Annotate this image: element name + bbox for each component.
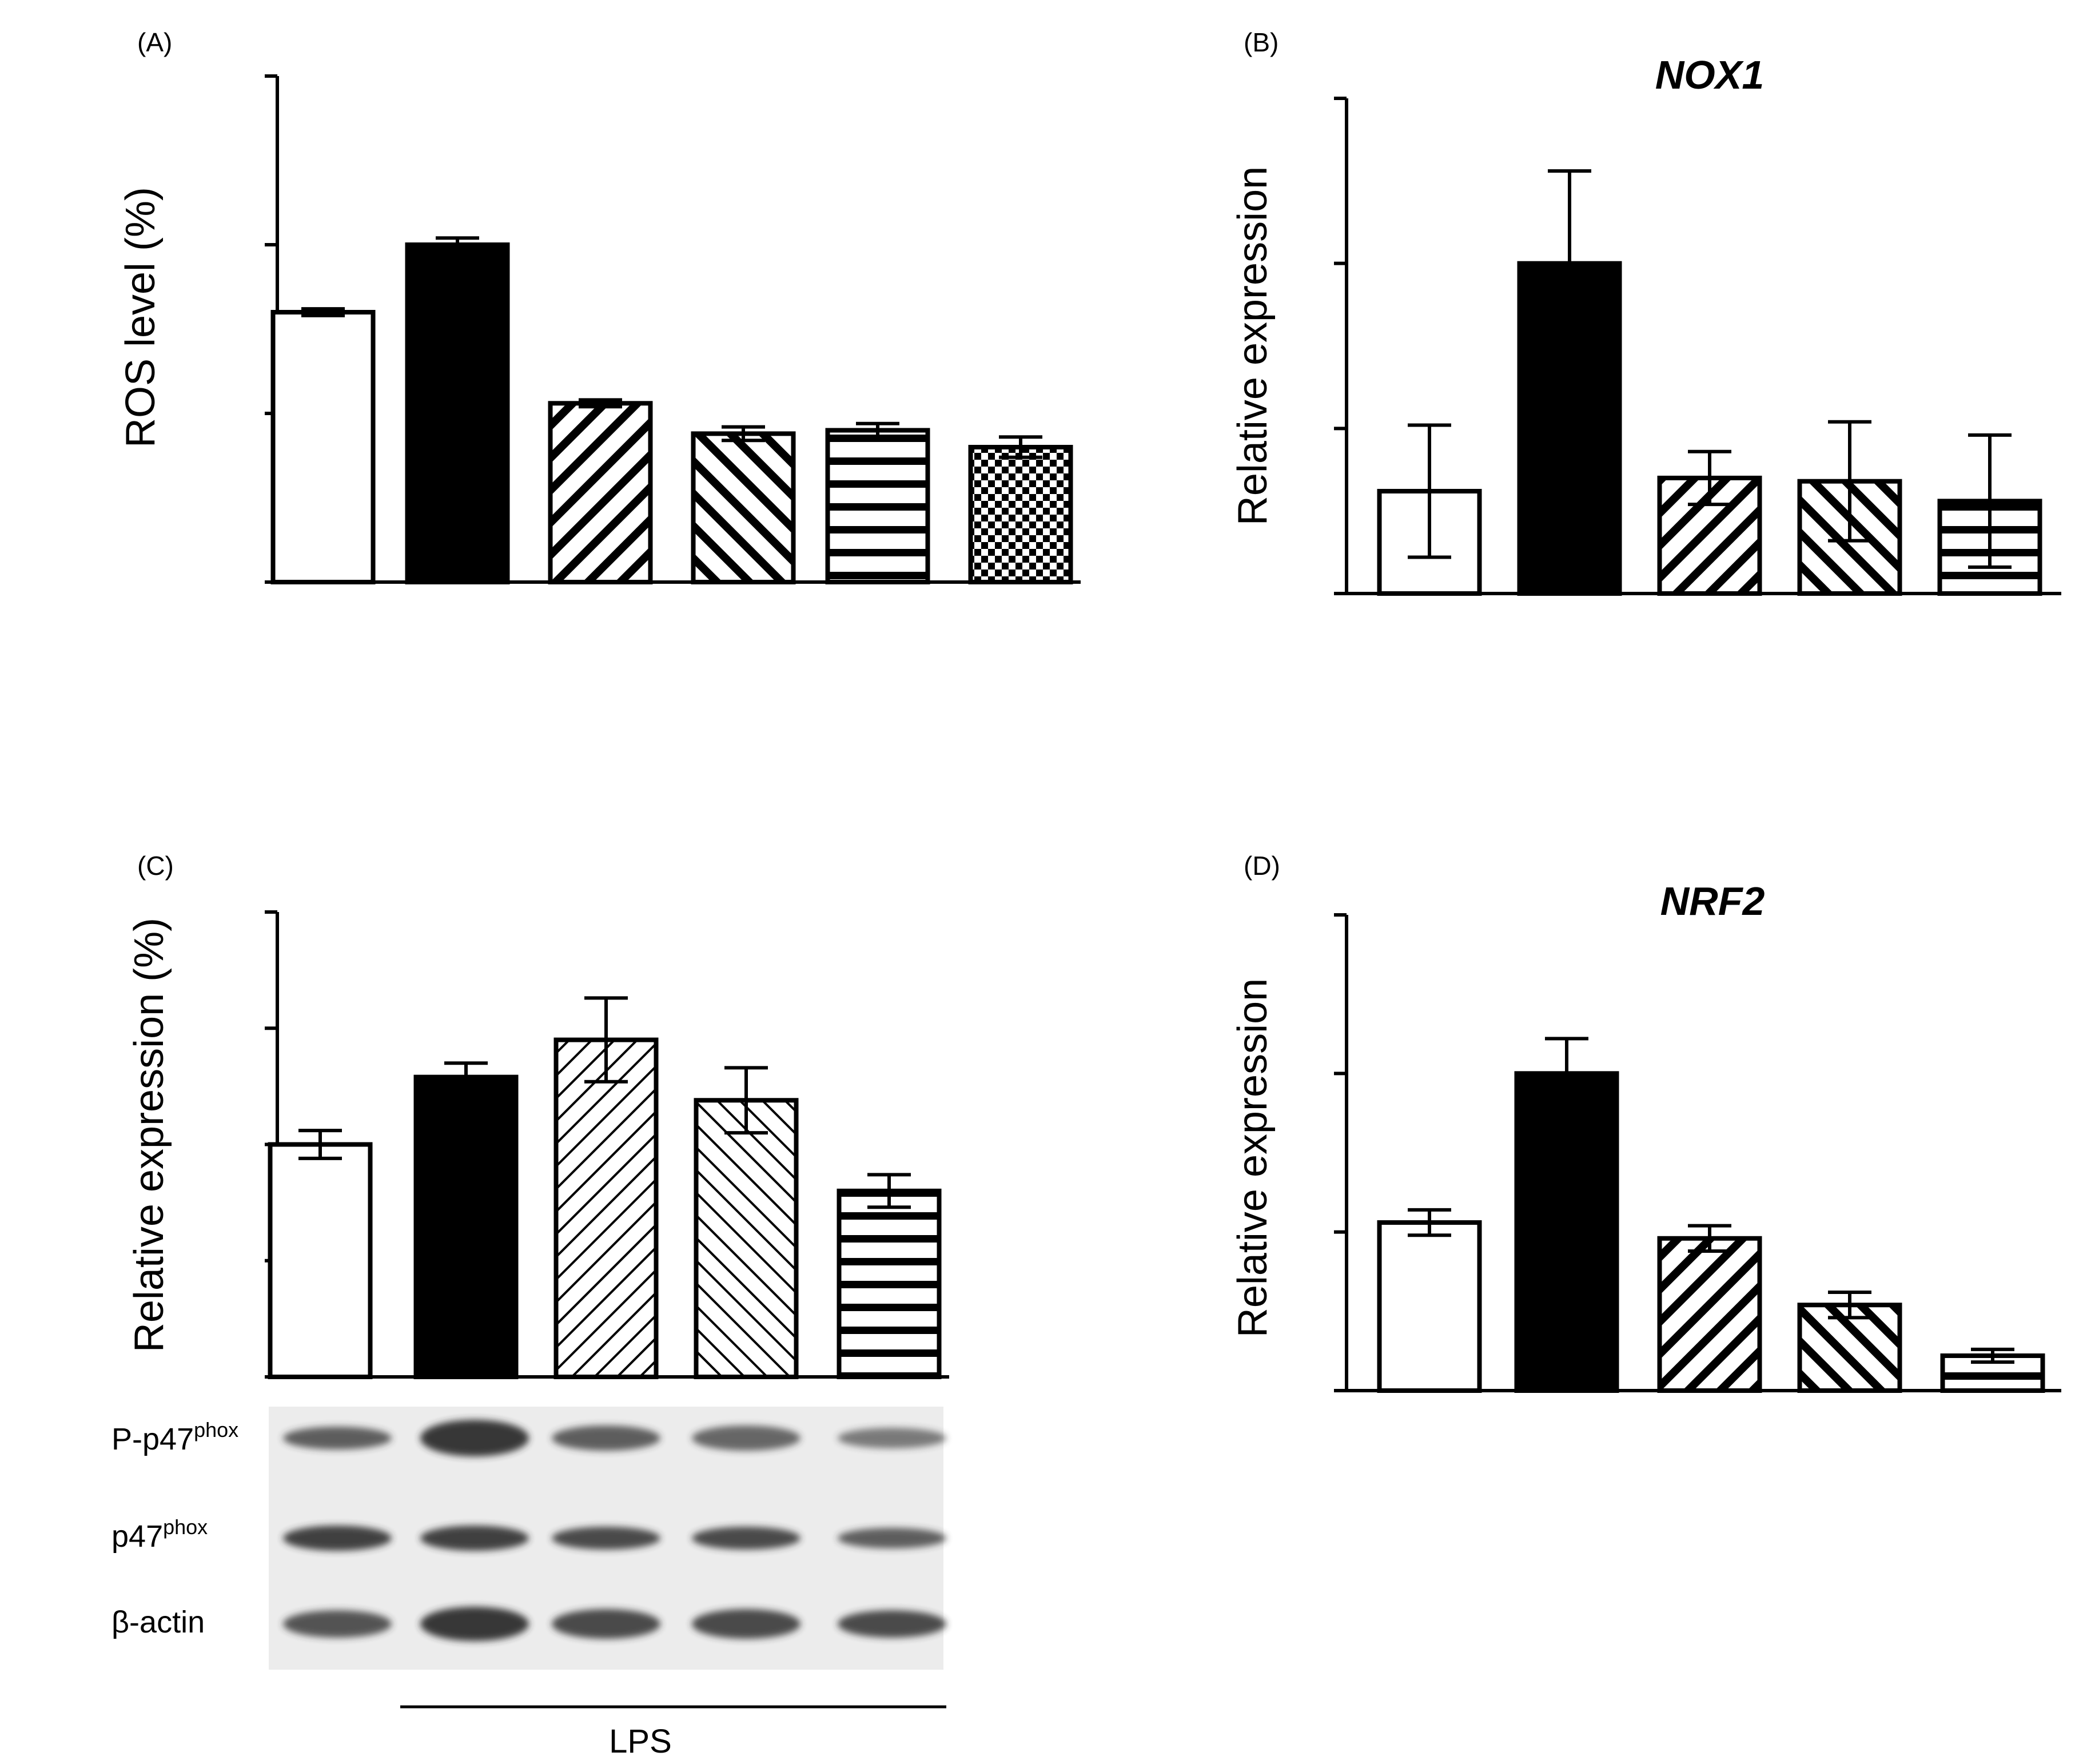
panel-a-bar: [405, 242, 510, 584]
panel-c: (C) Relative expression (%) P-p47phox p4…: [111, 851, 949, 1760]
panel-d-letter: (D): [1244, 851, 1280, 881]
blot-label-p47phox: p47phox: [111, 1515, 208, 1554]
panel-d-title: NRF2: [1660, 879, 1765, 923]
panel-d-bar: [1657, 1236, 1762, 1393]
panel-c-y-axis-label: Relative expression (%): [126, 918, 172, 1352]
blot-band: [552, 1425, 660, 1451]
blot-band: [838, 1528, 946, 1548]
western-blot: P-p47phox p47phox β-actin: [111, 1407, 946, 1670]
blot-band: [420, 1526, 529, 1551]
panel-c-bar: [837, 1188, 942, 1380]
panel-a-bar: [548, 401, 653, 584]
blot-band: [283, 1427, 392, 1450]
blot-band: [692, 1609, 800, 1639]
blot-band: [420, 1420, 529, 1456]
blot-band: [552, 1527, 660, 1550]
blot-band: [838, 1428, 946, 1448]
panel-d-bar: [1377, 1220, 1482, 1393]
blot-band: [283, 1526, 392, 1551]
panel-b-letter: (B): [1244, 27, 1279, 57]
blot-band: [838, 1610, 946, 1638]
blot-label-beta-actin: β-actin: [111, 1605, 205, 1639]
panel-d-bar: [1514, 1071, 1619, 1393]
panel-c-bar: [553, 1037, 659, 1379]
blot-label-p-p47phox: P-p47phox: [111, 1418, 238, 1456]
panel-a-bar: [968, 445, 1073, 584]
panel-a: (A) ROS level (%): [118, 27, 1081, 585]
blot-band: [692, 1527, 800, 1550]
blot-band: [552, 1609, 660, 1639]
panel-d-y-axis-label: Relative expression: [1230, 978, 1276, 1337]
panel-a-bar: [825, 428, 930, 584]
panel-b-y-axis-label: Relative expression: [1230, 166, 1276, 525]
blot-band: [692, 1425, 800, 1451]
blot-band: [283, 1610, 392, 1638]
panel-c-letter: (C): [137, 851, 174, 881]
panel-a-y-axis-label: ROS level (%): [118, 187, 164, 448]
panel-a-bar: [691, 431, 796, 585]
panel-a-bar: [270, 310, 376, 584]
lps-group-label: LPS: [609, 1723, 672, 1760]
blot-band: [420, 1607, 529, 1641]
panel-b-bar: [1517, 261, 1622, 596]
panel-c-bar: [413, 1074, 519, 1379]
panel-b-title: NOX1: [1655, 53, 1765, 97]
panel-a-letter: (A): [137, 27, 172, 57]
panel-d: (D) NRF2 Relative expression: [1230, 851, 2061, 1393]
panel-b: (B) NOX1 Relative expression: [1230, 27, 2061, 596]
panel-c-bar: [694, 1098, 799, 1379]
panel-c-bar: [268, 1142, 373, 1379]
